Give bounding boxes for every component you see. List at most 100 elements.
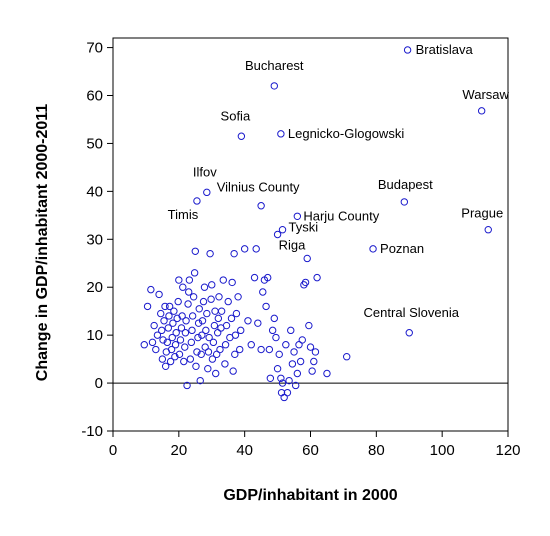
data-point (277, 374, 285, 382)
data-point (216, 345, 224, 354)
data-point (240, 245, 249, 253)
x-tick-label: 100 (430, 442, 455, 459)
data-point (198, 317, 207, 325)
point-label: Bratislava (416, 42, 474, 57)
data-point (259, 288, 267, 296)
x-tick-label: 40 (236, 442, 253, 459)
labeled-data-point (403, 46, 412, 54)
data-point (237, 326, 245, 335)
data-point (199, 297, 208, 306)
data-point (311, 348, 320, 356)
data-point (301, 278, 310, 287)
data-point (186, 355, 195, 363)
data-point (159, 336, 167, 344)
data-point (290, 348, 298, 356)
x-axis-title: GDP/inhabitant in 2000 (223, 487, 397, 504)
point-label: Legnicko-Glogowski (288, 126, 404, 141)
data-point (303, 254, 311, 263)
data-point (175, 276, 183, 284)
point-label: Timis (168, 207, 199, 222)
data-point (198, 331, 206, 339)
data-point (264, 273, 272, 282)
data-point (230, 249, 238, 258)
data-point (191, 247, 199, 255)
data-point (188, 326, 196, 335)
data-point (160, 317, 168, 325)
data-point (185, 276, 194, 284)
data-point (222, 321, 231, 330)
data-point (288, 360, 297, 368)
data-point (205, 333, 213, 342)
data-point (188, 312, 197, 320)
data-point (310, 357, 318, 366)
data-point (229, 367, 237, 375)
data-point (343, 353, 351, 361)
data-point (187, 338, 196, 347)
data-point (158, 355, 167, 363)
data-point (190, 269, 199, 277)
y-tick-label: 60 (86, 88, 103, 105)
data-point (236, 345, 244, 354)
point-label: Riga (279, 238, 307, 253)
data-point (313, 273, 321, 282)
data-point (227, 314, 236, 323)
data-point (168, 333, 176, 342)
data-point (174, 297, 182, 306)
data-point (211, 307, 219, 315)
data-point (169, 319, 177, 327)
data-point (158, 326, 166, 335)
data-point (219, 276, 227, 284)
point-label: Warsaw (462, 87, 509, 102)
data-point (204, 364, 212, 373)
labeled-data-point (293, 212, 302, 220)
data-point (189, 293, 198, 301)
data-point (308, 367, 316, 375)
x-tick-label: 0 (109, 442, 117, 459)
data-point (200, 283, 209, 291)
data-point (150, 321, 158, 330)
point-label: Poznan (380, 241, 424, 256)
labeled-data-point (237, 132, 246, 140)
data-point (257, 345, 265, 354)
labeled-data-point (278, 226, 287, 234)
data-point (194, 319, 203, 327)
data-point (209, 338, 218, 347)
point-label: Bucharest (245, 58, 304, 73)
y-tick-label: 10 (86, 327, 103, 344)
data-point (268, 326, 277, 335)
labeled-data-point (277, 130, 285, 138)
data-point (163, 338, 172, 347)
data-point (278, 379, 287, 387)
y-tick-label: 20 (86, 279, 103, 296)
data-point (196, 376, 204, 385)
data-point (171, 341, 180, 349)
data-point (157, 309, 165, 318)
point-labels: Bratislava Bucharest Warsaw Sofia Legnicko-G… (168, 42, 510, 320)
data-point (208, 355, 217, 363)
point-label: Prague (461, 206, 503, 221)
data-point (181, 329, 190, 337)
labeled-data-point (273, 230, 282, 239)
data-point (164, 324, 173, 332)
x-tick-label: 80 (368, 442, 385, 459)
data-point (194, 333, 202, 342)
point-label: Sofia (221, 108, 251, 123)
data-point (167, 345, 176, 354)
data-point (166, 357, 175, 366)
data-point (306, 343, 315, 351)
point-label: Ilfov (193, 164, 217, 179)
data-point (287, 326, 295, 335)
data-point (195, 305, 203, 313)
data-point (272, 333, 280, 342)
data-point (266, 374, 275, 382)
data-point (183, 381, 191, 390)
data-point (148, 338, 157, 347)
data-point (182, 317, 190, 325)
data-point (214, 314, 223, 323)
data-point (323, 369, 331, 378)
data-point (275, 350, 283, 359)
data-point (177, 324, 186, 332)
y-tick-label: 0 (95, 375, 103, 392)
data-point (217, 307, 226, 315)
